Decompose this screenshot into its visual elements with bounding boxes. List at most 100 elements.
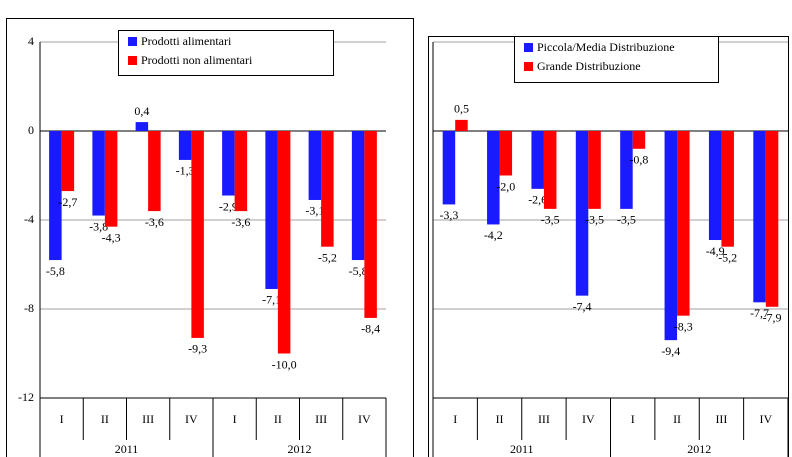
bar (222, 131, 235, 196)
bar (664, 131, 678, 341)
bar (265, 131, 278, 289)
bar (632, 131, 646, 149)
year-label: 2012 (288, 442, 312, 456)
bar (178, 131, 192, 160)
bar (234, 131, 248, 212)
value-label: -3,6 (231, 215, 250, 229)
value-label: -5,2 (718, 250, 737, 264)
legend-label: Prodotti non alimentari (141, 53, 253, 67)
value-label: -7,7 (750, 306, 769, 320)
bar (351, 131, 365, 261)
x-tick-label: II (101, 412, 109, 426)
value-label: -2,9 (219, 199, 238, 213)
legend-box (514, 36, 719, 83)
bar (191, 131, 204, 338)
value-label: -9,3 (188, 342, 207, 356)
x-tick-label: II (673, 412, 681, 426)
value-label: -1,3 (176, 164, 195, 178)
value-label: -8,3 (674, 319, 693, 333)
bar (588, 131, 601, 209)
value-label: -10,0 (272, 357, 297, 371)
value-label: 0,4 (134, 104, 149, 118)
legend-label: Prodotti alimentari (141, 34, 232, 48)
x-tick-label: III (715, 412, 727, 426)
y-tick-label: -8 (24, 301, 34, 315)
right-frame (428, 36, 789, 457)
legend-swatch (128, 37, 137, 46)
value-label: -5,2 (318, 250, 337, 264)
y-tick-label: 4 (28, 34, 34, 48)
bar (765, 131, 779, 307)
bar (620, 131, 633, 209)
bar (49, 131, 62, 261)
value-label: -5,8 (46, 264, 65, 278)
x-tick-label: II (274, 412, 282, 426)
value-label: -3,5 (585, 213, 604, 227)
y-tick-label: 0 (28, 123, 34, 137)
value-label: -3,6 (145, 215, 164, 229)
y-tick-label: -4 (24, 212, 34, 226)
x-tick-label: IV (185, 412, 198, 426)
value-label: -2,0 (496, 179, 515, 193)
left-frame (6, 18, 414, 457)
bar (499, 131, 513, 176)
bar (677, 131, 690, 316)
legend-swatch (524, 62, 533, 71)
bar (455, 119, 468, 131)
x-tick-label: III (142, 412, 154, 426)
bar (364, 131, 377, 318)
value-label: 0,5 (454, 102, 469, 116)
legend-swatch (524, 43, 533, 52)
x-tick-label: II (496, 412, 504, 426)
value-label: -5,8 (349, 264, 368, 278)
legend-label: Piccola/Media Distribuzione (537, 40, 675, 54)
legend-box (118, 30, 334, 76)
value-label: -0,8 (629, 153, 648, 167)
value-label: -7,4 (573, 299, 592, 313)
bar (277, 131, 291, 354)
value-label: -7,9 (763, 311, 782, 325)
bar (543, 131, 557, 209)
legend-swatch (128, 56, 137, 65)
x-tick-label: I (453, 412, 457, 426)
value-label: -7,1 (262, 293, 281, 307)
x-tick-label: III (538, 412, 550, 426)
value-label: -4,3 (102, 230, 121, 244)
x-tick-label: IV (582, 412, 595, 426)
year-label: 2012 (687, 442, 711, 456)
year-label: 2011 (115, 442, 139, 456)
value-label: -3,1 (305, 204, 324, 218)
y-tick-label: -12 (18, 390, 34, 404)
value-label: -4,9 (706, 244, 725, 258)
bar (61, 131, 75, 192)
value-label: -9,4 (661, 344, 680, 358)
bar (135, 122, 149, 131)
bar (308, 131, 322, 200)
value-label: -3,5 (541, 213, 560, 227)
value-label: -4,2 (484, 228, 503, 242)
x-tick-label: IV (358, 412, 371, 426)
bar (92, 131, 105, 216)
bar (148, 131, 161, 212)
value-label: -3,8 (89, 219, 108, 233)
value-label: -3,5 (617, 213, 636, 227)
year-label: 2011 (510, 442, 534, 456)
legend-label: Grande Distribuzione (537, 59, 641, 73)
x-tick-label: I (631, 412, 635, 426)
bar (575, 131, 589, 296)
bar (708, 131, 722, 241)
value-label: -2,6 (528, 193, 547, 207)
bar (104, 131, 118, 227)
bar (753, 131, 766, 303)
bar (442, 131, 456, 205)
x-tick-label: I (60, 412, 64, 426)
bar (321, 131, 334, 247)
value-label: -8,4 (361, 322, 380, 336)
value-label: -3,3 (439, 208, 458, 222)
bar (721, 131, 734, 247)
bar (487, 131, 500, 225)
bar (531, 131, 544, 189)
x-tick-label: I (233, 412, 237, 426)
